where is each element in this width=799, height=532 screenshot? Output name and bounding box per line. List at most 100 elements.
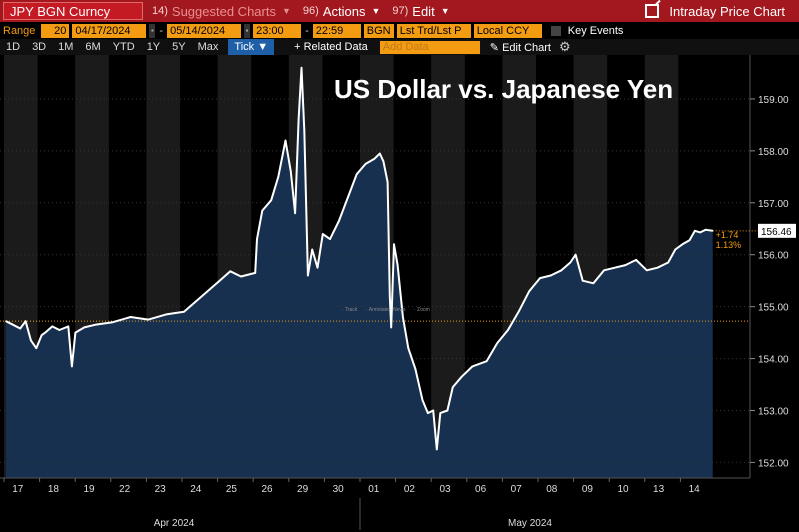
price-point xyxy=(432,409,435,412)
price-point xyxy=(303,129,306,131)
x-axis: 17 18 19 22 23 24 25 26 29 30 01 02 03 06 07 08 09 10 13 14… xyxy=(3,478,700,530)
x-tick-label: 10 xyxy=(617,484,629,495)
price-point xyxy=(539,277,541,279)
zoom-1m[interactable]: 1M xyxy=(58,41,74,53)
last-price-box xyxy=(758,223,796,238)
price-point xyxy=(496,342,499,344)
price-point xyxy=(624,264,627,266)
price-point xyxy=(307,274,309,277)
price-point xyxy=(699,231,701,234)
external-link-icon xyxy=(645,4,660,18)
y-tick-label: 157.00 xyxy=(758,199,789,210)
range-input[interactable]: 20 xyxy=(41,23,70,38)
price-point xyxy=(382,160,385,163)
price-point xyxy=(421,399,424,401)
chevron-down-icon: ▼ xyxy=(281,6,291,16)
price-point xyxy=(452,386,454,388)
price-point xyxy=(277,176,280,178)
price-point xyxy=(439,412,442,414)
time-separator: - xyxy=(305,24,309,37)
price-point xyxy=(24,320,27,323)
zoom-max[interactable]: Max xyxy=(197,41,219,53)
price-point xyxy=(386,181,389,183)
edit-menu[interactable]: 97) Edit ▼ xyxy=(386,0,455,22)
price-line xyxy=(5,66,713,451)
price-point xyxy=(681,243,684,246)
price-point xyxy=(338,220,340,222)
currency-select[interactable]: Local CCY xyxy=(473,23,542,38)
price-point xyxy=(507,329,509,331)
price-point xyxy=(389,295,391,298)
price-point xyxy=(364,163,367,165)
x-tick-label: 17 xyxy=(12,484,24,495)
edit-chart-button[interactable]: ✎ Edit Chart xyxy=(490,41,551,54)
key-events-label: Key Events xyxy=(567,24,624,37)
price-point xyxy=(549,274,552,277)
zoom-ytd[interactable]: YTD xyxy=(112,41,135,53)
zoom-1d[interactable]: 1D xyxy=(6,41,21,53)
y-axis: 159.00 158.00 157.00 156.00 155.00 154.00 153.… xyxy=(750,95,789,469)
price-point xyxy=(35,347,38,350)
price-point xyxy=(12,324,14,326)
end-time-input[interactable]: 22:59 xyxy=(312,23,361,38)
start-time-input[interactable]: 23:00 xyxy=(253,23,302,38)
zoom-3d[interactable]: 3D xyxy=(32,41,47,53)
price-point xyxy=(129,316,132,318)
gear-icon[interactable]: ⚙ xyxy=(559,39,571,54)
price-point xyxy=(218,279,221,282)
price-point xyxy=(574,253,577,256)
ticker-field[interactable]: JPY BGN Curncy xyxy=(3,2,143,20)
price-point xyxy=(704,229,707,231)
zoom-6m[interactable]: 6M xyxy=(85,41,101,53)
chevron-down-icon: ▼ xyxy=(371,6,381,16)
actions-menu[interactable]: 96) Actions ▼ xyxy=(297,0,386,22)
suggested-charts-menu[interactable]: 14) Suggested Charts ▼ xyxy=(146,0,297,22)
x-tick-label: 13 xyxy=(653,484,665,495)
price-type-select[interactable]: Lst Trd/Lst P xyxy=(396,23,471,38)
price-chart[interactable]: US Dollar vs. Japanese Yen · Track · Anno… xyxy=(0,55,799,532)
zoom-5y[interactable]: 5Y xyxy=(172,41,186,53)
price-point xyxy=(436,448,438,451)
chart-tools[interactable]: · Track · Annotate · News · Zoom xyxy=(342,307,430,313)
tool-zoom[interactable]: · Zoom xyxy=(414,307,430,313)
related-data-button[interactable]: + Related Data xyxy=(294,41,368,53)
add-data-input[interactable]: Add Data xyxy=(379,40,480,54)
tool-track[interactable]: · Track xyxy=(342,307,358,313)
change-percent: 1.13% xyxy=(716,240,742,250)
price-point xyxy=(290,170,292,173)
price-point xyxy=(201,295,203,298)
calendar-icon[interactable]: ▪ xyxy=(244,23,251,38)
calendar-icon[interactable]: ▪ xyxy=(149,23,156,38)
price-point xyxy=(74,331,77,334)
tool-annotate[interactable]: · Annotate xyxy=(366,307,389,313)
controls-row: Range 20 04/17/2024 ▪ - 05/14/2024 ▪ 23:… xyxy=(0,22,799,39)
price-point xyxy=(393,243,395,246)
price-point xyxy=(256,238,258,240)
x-tick-label: 07 xyxy=(511,484,523,495)
price-points xyxy=(5,67,714,451)
tool-news[interactable]: · News xyxy=(390,307,406,313)
x-tick-label: 24 xyxy=(190,484,202,495)
chevron-down-icon: ▼ xyxy=(440,6,450,16)
key-events-checkbox[interactable] xyxy=(550,25,561,36)
price-point xyxy=(560,269,563,272)
intraday-price-chart-title[interactable]: Intraday Price Chart xyxy=(639,0,799,22)
price-point xyxy=(635,259,637,261)
tick-select[interactable]: Tick ▼ xyxy=(228,39,275,55)
y-tick-label: 158.00 xyxy=(758,147,789,158)
price-point xyxy=(396,264,399,266)
y-tick-label: 154.00 xyxy=(758,355,789,366)
price-point xyxy=(414,368,417,370)
price-point xyxy=(485,360,488,363)
price-point xyxy=(67,325,70,328)
x-tick-label: 03 xyxy=(439,484,451,495)
price-point xyxy=(603,269,605,272)
price-point xyxy=(165,313,167,316)
end-date-input[interactable]: 05/14/2024 xyxy=(167,23,242,38)
price-point xyxy=(694,230,696,232)
x-tick-label: 01 xyxy=(368,484,380,495)
start-date-input[interactable]: 04/17/2024 xyxy=(72,23,147,38)
source-select[interactable]: BGN xyxy=(363,23,394,38)
zoom-1y[interactable]: 1Y xyxy=(146,41,161,53)
price-point xyxy=(614,266,616,269)
